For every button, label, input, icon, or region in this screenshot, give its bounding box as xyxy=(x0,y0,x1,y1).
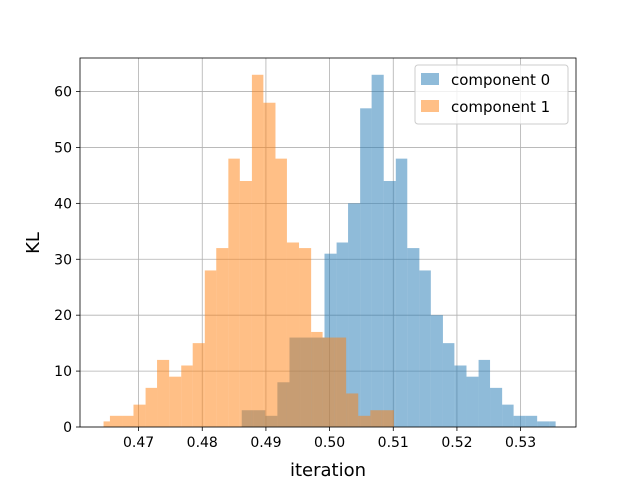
histogram-bar xyxy=(513,415,526,427)
histogram-bar xyxy=(334,337,347,427)
plot-frame xyxy=(79,57,577,428)
histogram-bar xyxy=(383,181,396,427)
histogram-bar xyxy=(145,387,158,427)
histogram-bar xyxy=(204,270,217,427)
histogram-bar xyxy=(346,393,359,427)
legend: component 0 component 1 xyxy=(414,64,569,125)
x-tick-label: 0.50 xyxy=(314,435,345,451)
histogram-bar xyxy=(216,248,229,427)
series-component-1 xyxy=(103,74,394,428)
histogram-bar xyxy=(371,74,384,427)
histogram-bar xyxy=(419,270,431,427)
y-axis-ticks: 0 10 20 30 40 50 60 xyxy=(54,85,80,436)
histogram-bar xyxy=(239,181,252,427)
histogram-bar xyxy=(133,404,146,427)
x-tick-label: 0.52 xyxy=(441,435,472,451)
histogram-bar xyxy=(454,365,467,427)
histogram-bar xyxy=(430,315,443,427)
histogram-bar xyxy=(299,248,312,427)
histogram-bar xyxy=(358,415,371,427)
histogram-bar xyxy=(381,410,394,427)
histogram-bar xyxy=(192,343,205,427)
legend-swatch-component-1 xyxy=(421,100,439,112)
histogram-bar xyxy=(286,242,300,427)
histogram-bar xyxy=(275,158,287,428)
y-tick-label: 30 xyxy=(54,252,72,268)
x-tick-label: 0.47 xyxy=(123,435,154,451)
x-tick-label: 0.48 xyxy=(187,435,218,451)
histogram-bar xyxy=(395,158,408,428)
histogram-bar xyxy=(336,242,349,427)
y-tick-label: 40 xyxy=(54,196,72,212)
x-axis-ticks: 0.47 0.48 0.49 0.50 0.51 0.52 0.53 xyxy=(123,427,536,451)
x-tick-label: 0.49 xyxy=(250,435,281,451)
x-tick-label: 0.51 xyxy=(378,435,409,451)
legend-frame xyxy=(414,64,569,125)
y-tick-label: 0 xyxy=(63,420,72,436)
y-tick-label: 10 xyxy=(54,364,72,380)
x-axis-label: iteration xyxy=(290,460,366,480)
histogram-bar xyxy=(263,102,276,428)
histogram-bar xyxy=(109,415,123,427)
y-axis-label: KL xyxy=(23,232,44,254)
y-tick-label: 60 xyxy=(54,85,72,101)
histogram-bar xyxy=(525,415,538,427)
histogram-bar xyxy=(466,376,479,427)
histogram-bar xyxy=(502,404,514,427)
histogram-bar xyxy=(537,421,550,427)
histogram-bar xyxy=(322,337,335,427)
legend-label-component-0: component 0 xyxy=(451,71,550,89)
bars xyxy=(103,74,556,428)
legend-label-component-1: component 1 xyxy=(451,98,550,116)
y-tick-label: 20 xyxy=(54,308,72,324)
histogram-bar xyxy=(348,203,361,427)
x-tick-label: 0.53 xyxy=(505,435,536,451)
histogram-bar xyxy=(122,415,134,427)
histogram-bar xyxy=(442,343,455,427)
histogram-bar xyxy=(169,376,182,427)
histogram-bar xyxy=(549,421,556,427)
histogram-bar xyxy=(251,74,264,427)
histogram-bar xyxy=(478,359,491,427)
histogram-bar xyxy=(157,359,170,427)
histogram-bar xyxy=(181,365,193,427)
histogram-bar xyxy=(103,421,110,427)
histogram-bar xyxy=(490,387,503,427)
histogram-bar xyxy=(370,410,382,427)
histogram-bar xyxy=(407,248,420,427)
legend-swatch-component-0 xyxy=(421,73,439,85)
histogram-bar xyxy=(360,108,372,428)
y-tick-label: 50 xyxy=(54,140,72,156)
histogram-bar xyxy=(228,158,240,428)
histogram-bar xyxy=(311,331,323,427)
